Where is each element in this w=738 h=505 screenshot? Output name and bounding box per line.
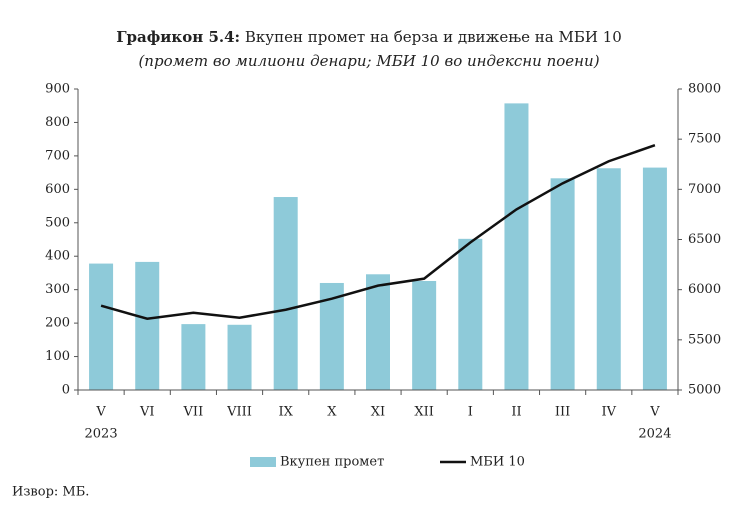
bar (135, 261, 160, 390)
x-tick-label: V (649, 405, 660, 420)
bar (504, 103, 529, 391)
line (100, 144, 656, 321)
y2-tick-label: 6500 (688, 232, 721, 247)
chart-title: Графикон 5.4: Вкупен промет на берза и д… (116, 28, 622, 46)
title-text: Вкупен промет на берза и движење на МБИ … (245, 28, 622, 46)
y-tick-label: 600 (45, 182, 70, 197)
y2-tick-label: 8000 (688, 82, 721, 97)
x-tick-label: V (95, 405, 106, 420)
legend-label: Вкупен промет (280, 455, 384, 470)
y-tick-label: 200 (45, 316, 70, 331)
x-year-label: 2023 (85, 427, 118, 442)
y2-tick-label: 7000 (688, 182, 721, 197)
x-tick-label: XI (371, 405, 385, 420)
y-tick-label: 300 (45, 282, 70, 297)
legend-label: МБИ 10 (470, 455, 525, 470)
bar (550, 178, 575, 390)
y-tick-label: 500 (45, 215, 70, 230)
y-tick-label: 900 (45, 82, 70, 97)
bar (458, 238, 483, 390)
y-tick-label: 0 (62, 383, 70, 398)
y-tick-label: 100 (45, 349, 70, 364)
bar (412, 280, 437, 390)
y-tick-label: 800 (45, 115, 70, 130)
bar (366, 274, 390, 390)
x-tick-label: VII (183, 405, 204, 420)
x-tick-label: I (468, 405, 473, 420)
x-tick-label: II (511, 405, 521, 420)
chart-subtitle: (промет во милиони денари; МБИ 10 во инд… (138, 52, 599, 70)
y2-tick-label: 6000 (688, 282, 721, 297)
y2-tick-label: 5500 (688, 332, 721, 347)
y2-tick-label: 5000 (688, 383, 721, 398)
bar (181, 324, 206, 390)
bar (642, 167, 667, 390)
x-tick-label: IV (602, 405, 617, 420)
bar (89, 263, 114, 390)
x-tick-label: IX (278, 405, 293, 420)
x-tick-label: VIII (226, 405, 252, 420)
source: Извор: МБ. (12, 485, 89, 500)
bar (227, 324, 252, 390)
x-tick-label: III (555, 405, 570, 420)
bar (273, 197, 298, 390)
y-tick-label: 400 (45, 249, 70, 264)
x-tick-label: XII (414, 405, 434, 420)
x-year-label: 2024 (638, 427, 671, 442)
x-tick-label: VI (139, 405, 155, 420)
y2-tick-label: 7500 (688, 132, 721, 147)
bar (596, 168, 621, 390)
x-tick-label: X (327, 405, 337, 420)
legend-swatch (250, 457, 276, 467)
title-label: Графикон 5.4: (116, 28, 240, 46)
y-tick-label: 700 (45, 148, 70, 163)
